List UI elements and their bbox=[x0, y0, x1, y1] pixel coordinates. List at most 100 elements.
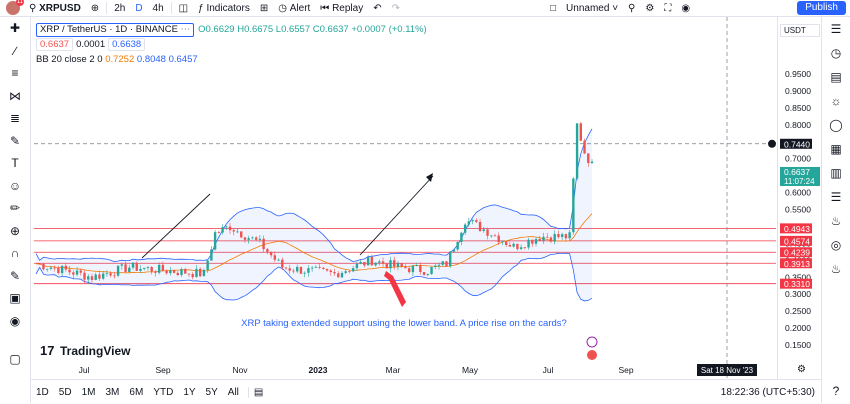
indicators-button[interactable]: ƒ Indicators bbox=[193, 0, 255, 16]
candle-body bbox=[370, 257, 374, 266]
user-avatar[interactable]: 11 bbox=[6, 0, 24, 15]
candle-body bbox=[180, 269, 183, 276]
price-tick: 0.2500 bbox=[785, 306, 811, 316]
candle-body bbox=[135, 262, 138, 271]
range-all[interactable]: All bbox=[227, 386, 239, 398]
notification-badge: 11 bbox=[16, 0, 24, 6]
time-axis[interactable]: Jul Sep Nov 2023 Mar May Jul Sep Sat 18 Nov '23 bbox=[79, 364, 757, 376]
range-3m[interactable]: 3M bbox=[105, 386, 120, 398]
bottom-toolbar: 1D 5D 1M 3M 6M YTD 1Y 5Y All ▤ 18:22:36 … bbox=[31, 379, 821, 404]
candle-body bbox=[363, 261, 366, 266]
candle-body bbox=[251, 237, 254, 239]
lock-icon[interactable]: ▣ bbox=[9, 291, 21, 306]
lock-drawings-icon[interactable]: ✎ bbox=[9, 268, 21, 283]
zoom-icon[interactable]: ⊕ bbox=[9, 223, 21, 238]
brush-icon[interactable]: ✎ bbox=[9, 133, 21, 148]
candle-body bbox=[307, 268, 310, 273]
candle-body bbox=[475, 220, 478, 222]
level-label-bg bbox=[780, 247, 812, 258]
help-icon[interactable]: ? bbox=[832, 384, 840, 398]
text-icon[interactable]: T bbox=[11, 156, 19, 171]
trash-icon[interactable]: ▢ bbox=[9, 352, 21, 367]
candle-body bbox=[202, 269, 206, 277]
ruler-icon[interactable]: ✏ bbox=[9, 201, 21, 216]
data-window-icon[interactable]: ▤ bbox=[830, 70, 842, 84]
horizontal-lines-icon[interactable]: ≡ bbox=[11, 66, 19, 81]
range-1y[interactable]: 1Y bbox=[183, 386, 196, 398]
symbol-title-box[interactable]: XRP / TetherUS · 1D · BINANCE ⋯ bbox=[36, 22, 195, 37]
bb-basis-value: 0.7252 bbox=[105, 54, 135, 65]
pattern-icon[interactable]: ⋈ bbox=[9, 88, 21, 103]
calendar-icon[interactable]: ▦ bbox=[830, 142, 842, 156]
undo-button[interactable]: ↶ bbox=[368, 0, 386, 16]
candle-body bbox=[419, 265, 422, 273]
range-ytd[interactable]: YTD bbox=[153, 386, 174, 398]
more-icon[interactable]: ⋯ bbox=[180, 24, 191, 35]
templates-button[interactable]: ⊞ bbox=[255, 0, 273, 16]
flag-icon bbox=[587, 350, 597, 360]
range-5y[interactable]: 5Y bbox=[205, 386, 218, 398]
date-range-icon[interactable]: ▤ bbox=[247, 386, 268, 398]
emoji-icon[interactable]: ☺ bbox=[8, 178, 22, 193]
range-5d[interactable]: 5D bbox=[58, 386, 72, 398]
candle-body bbox=[146, 267, 150, 268]
candle-body bbox=[497, 235, 500, 243]
axis-settings-icon[interactable]: ⚙ bbox=[797, 364, 806, 375]
publish-button[interactable]: Publish bbox=[797, 1, 846, 15]
candle-body bbox=[150, 267, 153, 272]
broadcast-icon[interactable]: ◎ bbox=[830, 238, 842, 252]
range-6m[interactable]: 6M bbox=[129, 386, 144, 398]
crosshair-icon[interactable]: ✚ bbox=[9, 21, 21, 36]
replay-button[interactable]: ⏮ Replay bbox=[315, 0, 368, 16]
candle-body bbox=[247, 238, 250, 240]
layout-icon: □ bbox=[550, 2, 557, 14]
range-1m[interactable]: 1M bbox=[81, 386, 96, 398]
candle-body bbox=[575, 123, 579, 179]
redo-button[interactable]: ↷ bbox=[387, 0, 405, 16]
settings-button[interactable]: ⚙ bbox=[640, 0, 659, 16]
trend-line-icon[interactable]: ∕ bbox=[13, 43, 16, 58]
chat-icon[interactable]: ☼ bbox=[830, 94, 842, 108]
quick-search-button[interactable]: ⚲ bbox=[623, 0, 640, 16]
price-axis[interactable]: 0.95000.90000.85000.80000.75000.70000.65… bbox=[768, 69, 820, 350]
candle-body bbox=[213, 232, 217, 250]
candle-body bbox=[519, 247, 523, 250]
candle-body bbox=[38, 263, 41, 265]
candle-body bbox=[351, 268, 355, 272]
magnet-icon[interactable]: ∩ bbox=[10, 246, 20, 261]
alarm-icon: ◷ bbox=[278, 2, 287, 14]
symbol-search[interactable]: ⚲ XRPUSD bbox=[24, 0, 86, 16]
price-tick: 0.9000 bbox=[785, 86, 811, 96]
interval-4h[interactable]: 4h bbox=[152, 2, 164, 14]
candle-body bbox=[254, 237, 258, 240]
interval-d[interactable]: D bbox=[135, 2, 143, 14]
alert-button[interactable]: ◷ Alert bbox=[273, 0, 315, 16]
notification-bell-icon[interactable]: ♨ bbox=[830, 262, 842, 276]
fullscreen-button[interactable]: ⛶ bbox=[659, 0, 676, 16]
ideas-icon[interactable]: ◯ bbox=[829, 118, 843, 132]
flame-icon[interactable]: ♨ bbox=[830, 214, 842, 228]
candle-body bbox=[109, 273, 112, 276]
range-1d[interactable]: 1D bbox=[36, 386, 49, 398]
fib-icon[interactable]: ≣ bbox=[9, 111, 21, 126]
candle-body bbox=[523, 247, 527, 249]
screener-icon[interactable]: ▥ bbox=[830, 166, 842, 180]
chart-type-button[interactable]: ◫ bbox=[174, 0, 193, 16]
compare-button[interactable]: ⊕ bbox=[86, 0, 104, 16]
alarm-clock-icon[interactable]: ◷ bbox=[830, 46, 842, 60]
interval-2h[interactable]: 2h bbox=[114, 2, 126, 14]
layers-icon[interactable]: ☰ bbox=[830, 190, 842, 204]
snapshot-button[interactable]: ◉ bbox=[676, 0, 695, 16]
bid-box[interactable]: 0.6637 bbox=[36, 38, 74, 51]
eye-icon[interactable]: ◉ bbox=[9, 313, 21, 328]
currency-selector[interactable]: USDT bbox=[780, 24, 820, 37]
clock[interactable]: 18:22:36 (UTC+5:30) bbox=[720, 386, 815, 398]
layout-icon-button[interactable]: □ bbox=[545, 0, 561, 16]
layout-name[interactable]: Unnamed ˅ bbox=[561, 0, 623, 16]
watchlist-icon[interactable]: ☰ bbox=[830, 22, 842, 36]
grid-icon: ⊞ bbox=[259, 2, 269, 14]
level-label: 0.4239 bbox=[784, 248, 810, 258]
candle-body bbox=[463, 224, 467, 233]
ask-box[interactable]: 0.6638 bbox=[108, 38, 146, 51]
